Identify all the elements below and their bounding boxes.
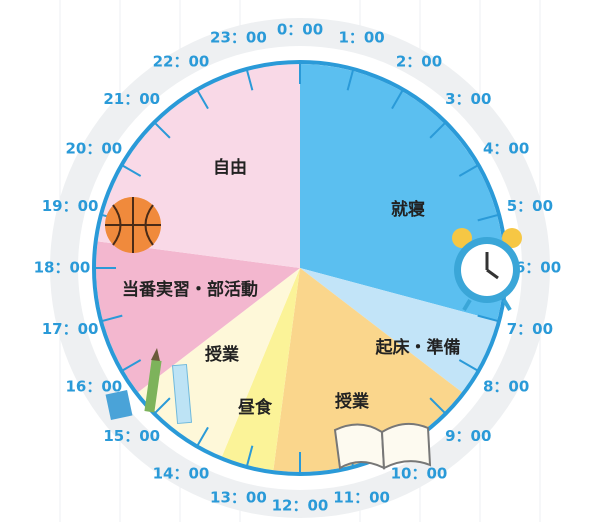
slice-label: 昼食	[238, 397, 273, 418]
clock-label: 8：00	[483, 378, 529, 396]
clock-label: 16：00	[66, 378, 123, 396]
clock-label: 20：00	[66, 140, 123, 158]
clock-label: 11：00	[333, 488, 390, 506]
clock-label: 15：00	[103, 427, 160, 445]
clock-label: 22：00	[153, 52, 210, 70]
clock-label: 23：00	[210, 29, 267, 47]
slice-label: 自由	[213, 157, 247, 178]
clock-label: 19：00	[42, 197, 99, 215]
slice-label: 授業	[205, 344, 239, 365]
clock-label: 4：00	[483, 140, 529, 158]
clock-label: 12：00	[272, 497, 329, 515]
clock-label: 5：00	[507, 197, 553, 215]
chart: 就寝起床・準備授業昼食授業当番実習・部活動自由0：001：002：003：004…	[0, 0, 598, 522]
slice-label: 起床・準備	[375, 337, 461, 358]
clock-label: 6：00	[515, 259, 561, 277]
clock-label: 3：00	[445, 90, 491, 108]
clock-label: 21：00	[103, 90, 160, 108]
clock-label: 18：00	[34, 259, 91, 277]
clock-label: 9：00	[445, 427, 491, 445]
basketball-icon	[105, 197, 161, 253]
clock-label: 2：00	[396, 52, 442, 70]
clock-label: 7：00	[507, 320, 553, 338]
clock-label: 13：00	[210, 488, 267, 506]
slice-label: 当番実習・部活動	[122, 279, 258, 300]
clock-label: 10：00	[391, 465, 448, 483]
clock-label: 1：00	[338, 29, 384, 47]
clock-label: 14：00	[153, 465, 210, 483]
slice-label: 授業	[335, 391, 369, 412]
slice-label: 就寝	[391, 199, 425, 220]
clock-label: 17：00	[42, 320, 99, 338]
clock-label: 0：00	[277, 21, 323, 39]
